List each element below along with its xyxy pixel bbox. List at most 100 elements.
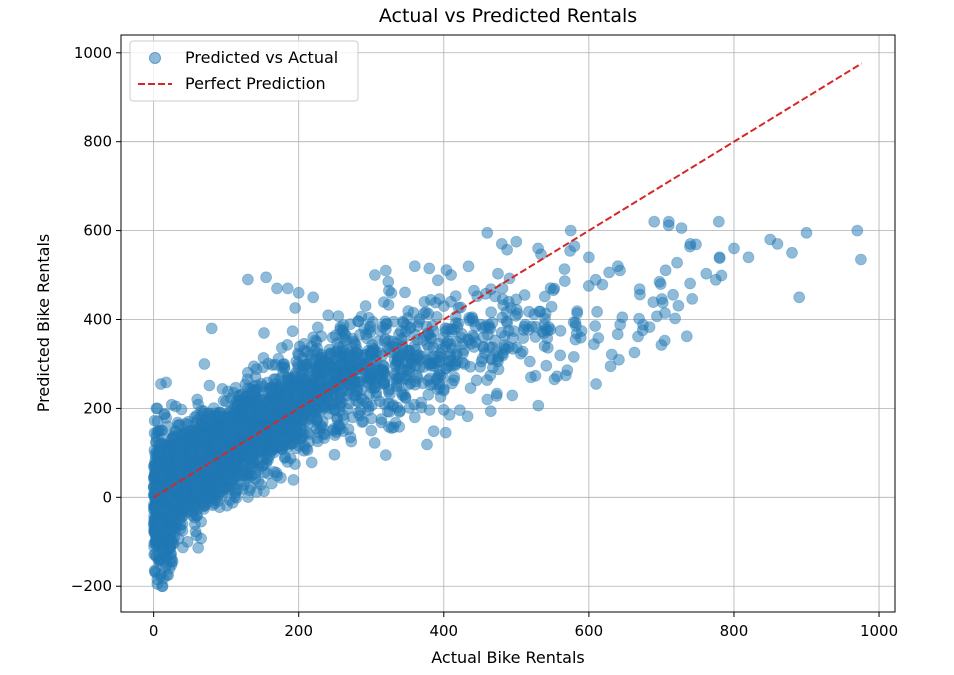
data-point <box>491 352 504 365</box>
legend-label-line: Perfect Prediction <box>185 74 326 93</box>
data-point <box>445 269 458 281</box>
data-point <box>329 366 341 379</box>
data-point <box>345 435 358 448</box>
data-point <box>485 306 498 319</box>
data-point <box>432 368 445 381</box>
data-point <box>437 384 450 397</box>
x-tick-label: 600 <box>575 622 604 640</box>
legend-box <box>129 40 359 102</box>
data-point <box>477 331 490 344</box>
data-point <box>172 532 185 545</box>
data-point <box>158 504 171 517</box>
data-point <box>506 389 519 402</box>
data-point <box>151 573 164 586</box>
data-point <box>260 271 273 284</box>
data-point <box>311 321 324 334</box>
data-point <box>437 403 450 416</box>
data-point <box>570 327 583 340</box>
data-point <box>249 472 262 485</box>
data-point <box>422 341 435 354</box>
data-point <box>154 469 167 482</box>
data-point <box>590 378 602 390</box>
data-point <box>659 264 672 277</box>
data-point <box>350 384 363 397</box>
data-point <box>672 299 685 312</box>
data-point <box>344 346 356 359</box>
data-point <box>628 346 641 359</box>
data-point <box>591 305 603 318</box>
data-point <box>246 384 259 397</box>
data-point <box>359 300 372 312</box>
data-point <box>558 275 571 288</box>
data-point <box>382 385 395 398</box>
data-point <box>242 491 254 504</box>
data-point <box>411 333 424 346</box>
data-point <box>304 353 317 366</box>
data-point <box>266 430 279 443</box>
data-point <box>176 518 189 530</box>
data-point <box>220 395 233 408</box>
data-point <box>669 312 681 325</box>
data-point <box>350 358 363 370</box>
data-point <box>422 374 435 387</box>
data-point <box>254 440 267 453</box>
data-point <box>365 424 378 437</box>
data-point <box>150 550 163 563</box>
data-point <box>554 324 567 337</box>
data-point <box>253 456 266 469</box>
data-point <box>191 509 204 522</box>
data-point <box>163 562 176 575</box>
data-point <box>495 237 508 250</box>
data-point <box>151 402 164 415</box>
data-point <box>611 328 624 341</box>
data-point <box>154 378 167 390</box>
data-point <box>439 426 452 439</box>
data-point <box>410 369 423 382</box>
data-point <box>462 260 475 273</box>
data-point <box>221 385 234 398</box>
data-point <box>204 418 217 430</box>
x-tick-label: 0 <box>149 622 159 640</box>
data-point <box>464 382 477 395</box>
data-point <box>518 289 531 301</box>
data-point <box>241 366 254 379</box>
data-point <box>495 326 508 339</box>
data-point <box>456 356 469 369</box>
y-tick-label: −200 <box>71 577 112 595</box>
data-point <box>540 359 553 372</box>
data-point <box>205 322 218 335</box>
data-point <box>469 320 482 333</box>
data-point <box>484 405 497 418</box>
data-point <box>532 399 545 412</box>
data-point <box>381 405 394 418</box>
data-point <box>189 473 202 486</box>
chart-title: Actual vs Predicted Rentals <box>379 5 637 27</box>
data-point <box>256 380 269 393</box>
data-point <box>412 315 425 328</box>
data-point <box>427 425 440 438</box>
data-point <box>303 428 316 440</box>
data-point <box>538 340 551 353</box>
data-point <box>408 411 421 424</box>
data-point <box>307 291 320 304</box>
data-point <box>509 309 522 322</box>
data-point <box>382 420 395 433</box>
legend-label-scatter: Predicted vs Actual <box>185 48 338 67</box>
data-point <box>564 224 577 237</box>
data-point <box>525 371 537 384</box>
data-point <box>286 325 299 338</box>
data-point <box>518 320 531 333</box>
data-point <box>297 444 310 457</box>
data-point <box>223 494 236 507</box>
data-point <box>284 452 297 465</box>
data-point <box>432 337 445 350</box>
data-point <box>528 308 541 321</box>
data-point <box>786 246 798 259</box>
data-point <box>675 222 688 235</box>
data-point <box>357 415 370 428</box>
data-point <box>309 405 322 418</box>
data-point <box>234 411 247 424</box>
data-point <box>603 266 615 279</box>
data-point <box>265 477 278 490</box>
